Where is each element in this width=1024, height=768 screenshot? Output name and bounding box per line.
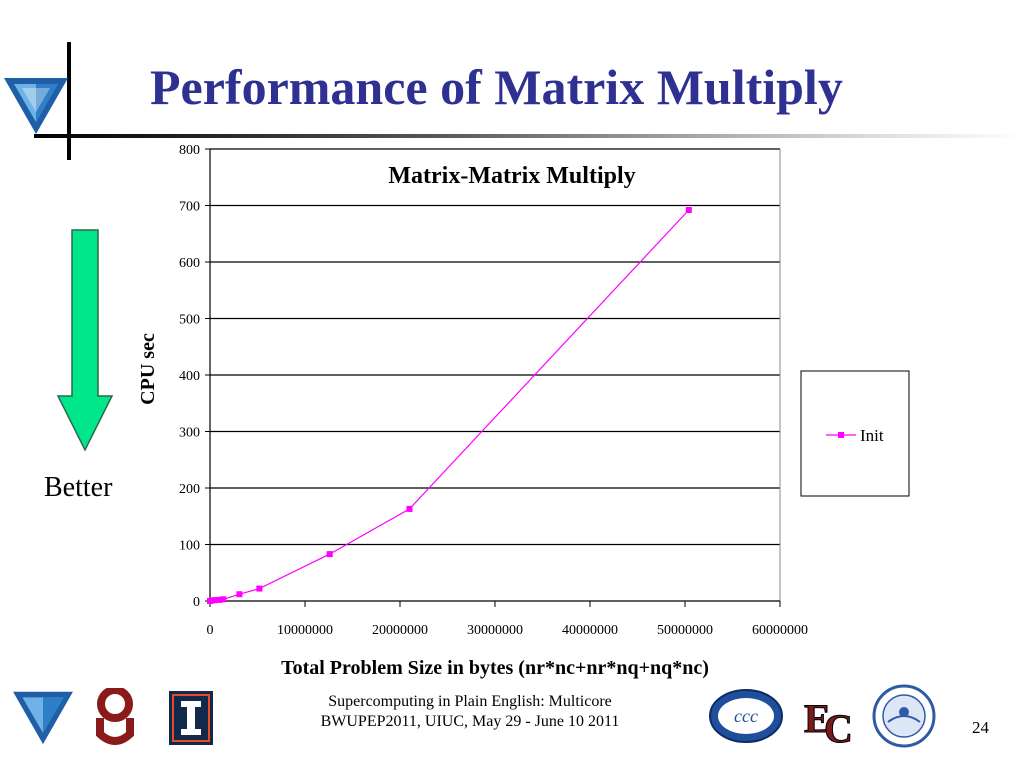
ccc-logo: ccc <box>709 689 783 743</box>
series-line-init <box>209 209 690 602</box>
slide-footer: Supercomputing in Plain English: Multico… <box>260 692 680 732</box>
chart-tick-labels: 0 100 200 300 400 500 600 700 800 0 10000000 200000… <box>179 143 808 638</box>
data-point-0-6 <box>256 585 263 592</box>
x-tick-label-1: 10000000 <box>277 623 333 638</box>
x-tick-label-0: 0 <box>207 623 214 638</box>
footer-line-1: Supercomputing in Plain English: Multico… <box>328 693 612 710</box>
data-point-0-5 <box>236 591 243 598</box>
data-point-0-9 <box>685 207 692 214</box>
y-tick-label-6: 600 <box>179 256 200 271</box>
svg-text:C: C <box>824 706 853 746</box>
y-tick-label-1: 100 <box>179 539 200 554</box>
data-point-0-3 <box>216 596 223 603</box>
legend-marker-init <box>838 432 844 438</box>
ou-logo <box>96 688 134 745</box>
oscer-logo <box>4 78 68 134</box>
x-tick-label-4: 40000000 <box>562 623 618 638</box>
better-label: Better <box>44 472 113 503</box>
x-tick-label-5: 50000000 <box>657 623 713 638</box>
y-tick-label-2: 200 <box>179 482 200 497</box>
page-number: 24 <box>972 718 989 737</box>
x-tick-label-6: 60000000 <box>752 623 808 638</box>
title-divider-vertical <box>67 42 71 160</box>
y-tick-label-3: 300 <box>179 426 200 441</box>
legend-label-init: Init <box>860 426 884 445</box>
svg-text:ccc: ccc <box>734 706 758 726</box>
x-tick-label-2: 20000000 <box>372 623 428 638</box>
chart-gridlines <box>210 148 780 546</box>
chart-axes <box>205 148 781 607</box>
chart-series <box>207 207 692 604</box>
y-tick-label-8: 800 <box>179 143 200 158</box>
y-tick-label-5: 500 <box>179 313 200 328</box>
down-arrow-icon <box>56 229 114 452</box>
title-divider-horizontal <box>34 134 1024 138</box>
illinois-logo <box>169 691 213 745</box>
x-tick-label-3: 30000000 <box>467 623 523 638</box>
data-point-0-8 <box>406 505 413 512</box>
y-tick-label-0: 0 <box>193 595 200 610</box>
svg-text:E: E <box>804 696 831 741</box>
ec-logo: E C <box>804 696 853 747</box>
oscer-logo-footer <box>13 691 73 745</box>
x-axis-label: Total Problem Size in bytes (nr*nc+nr*nq… <box>281 657 709 679</box>
hampton-university-seal <box>872 684 936 748</box>
data-point-0-4 <box>220 596 227 603</box>
y-axis-label: CPU sec <box>137 333 159 405</box>
y-tick-label-7: 700 <box>179 200 200 215</box>
data-point-0-7 <box>326 551 333 558</box>
chart-legend: Init <box>800 370 910 497</box>
data-point-0-2 <box>211 597 218 604</box>
y-tick-label-4: 400 <box>179 369 200 384</box>
slide-title: Performance of Matrix Multiply <box>150 59 843 115</box>
chart-title: Matrix-Matrix Multiply <box>388 163 635 189</box>
footer-line-2: BWUPEP2011, UIUC, May 29 - June 10 2011 <box>320 713 620 730</box>
